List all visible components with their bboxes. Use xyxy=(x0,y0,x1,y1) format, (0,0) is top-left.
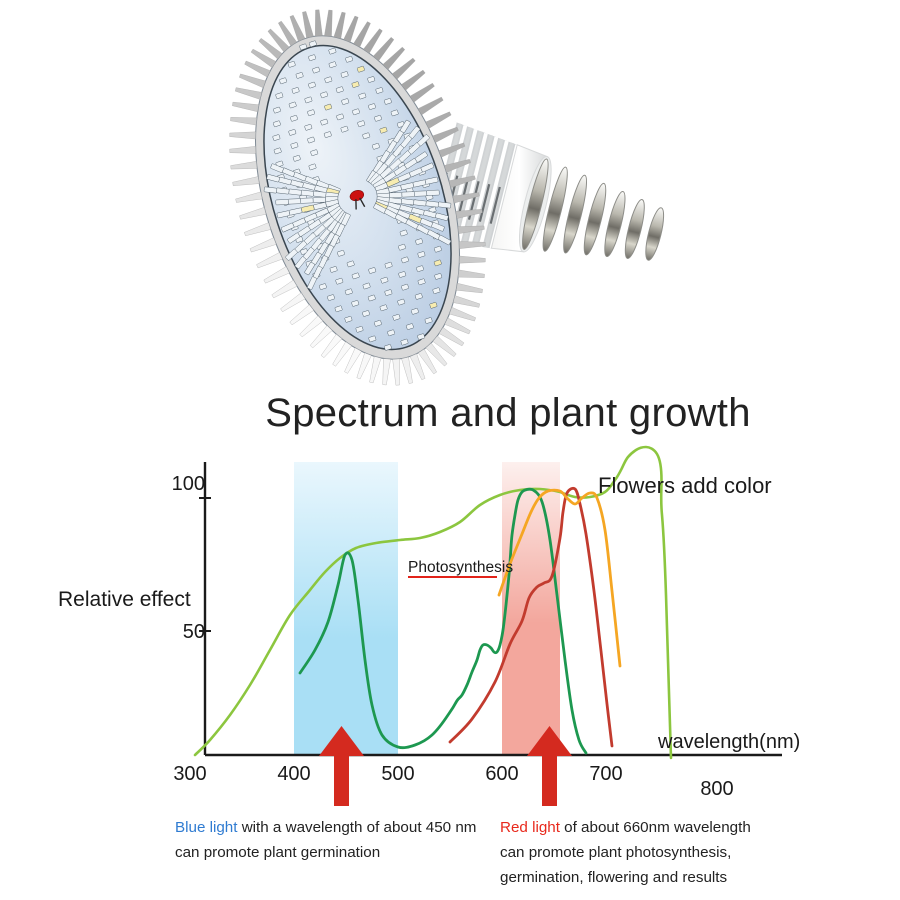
svg-text:400: 400 xyxy=(277,763,310,785)
svg-text:300: 300 xyxy=(173,763,206,785)
svg-text:50: 50 xyxy=(183,621,205,643)
svg-text:Flowers add color: Flowers add color xyxy=(598,473,772,498)
svg-text:Photosynthesis: Photosynthesis xyxy=(408,559,513,576)
svg-text:Blue light with a wavelength o: Blue light with a wavelength of about 45… xyxy=(175,819,476,836)
svg-text:700: 700 xyxy=(589,763,622,785)
svg-text:800: 800 xyxy=(700,778,733,800)
svg-text:100: 100 xyxy=(172,473,205,495)
svg-text:germination, flowering and res: germination, flowering and results xyxy=(500,869,727,886)
svg-text:500: 500 xyxy=(381,763,414,785)
svg-text:can promote plant germination: can promote plant germination xyxy=(175,844,380,861)
svg-text:600: 600 xyxy=(485,763,518,785)
svg-text:can promote plant photosynthes: can promote plant photosynthesis, xyxy=(500,844,731,861)
svg-text:Red light of about 660nm wavel: Red light of about 660nm wavelength xyxy=(500,819,751,836)
svg-text:Relative effect: Relative effect xyxy=(58,588,191,611)
svg-text:wavelength(nm): wavelength(nm) xyxy=(657,731,800,753)
